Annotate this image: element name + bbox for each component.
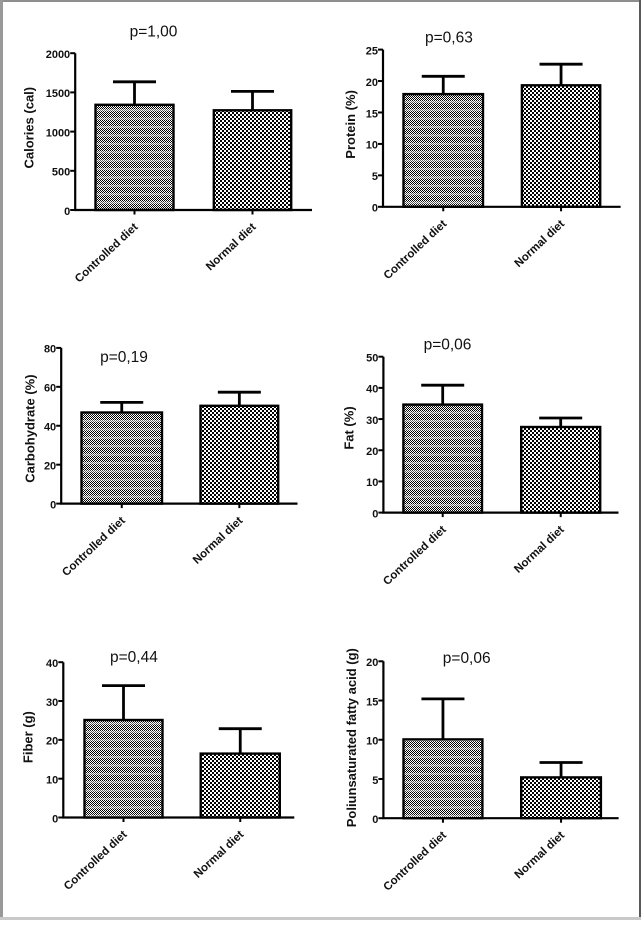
svg-text:10: 10 (366, 140, 378, 152)
svg-text:40: 40 (44, 422, 56, 434)
svg-text:Controlled diet: Controlled diet (381, 524, 449, 588)
svg-text:5: 5 (372, 775, 378, 787)
svg-text:10: 10 (366, 736, 378, 748)
svg-text:p=0,06: p=0,06 (424, 337, 472, 354)
svg-text:1500: 1500 (46, 88, 70, 100)
svg-text:50: 50 (366, 353, 378, 365)
svg-text:0: 0 (52, 813, 58, 825)
svg-text:p=0,63: p=0,63 (425, 30, 473, 47)
svg-text:15: 15 (366, 696, 378, 708)
svg-text:40: 40 (366, 384, 378, 396)
svg-text:Controlled diet: Controlled diet (62, 829, 130, 893)
svg-text:15: 15 (366, 108, 378, 120)
svg-text:p=1,00: p=1,00 (130, 24, 178, 41)
svg-text:p=0,19: p=0,19 (100, 349, 148, 366)
svg-text:Protein (%): Protein (%) (343, 90, 358, 159)
svg-text:Controlled diet: Controlled diet (381, 829, 449, 893)
svg-text:2000: 2000 (46, 49, 70, 61)
svg-text:Carbohydrate (%): Carbohydrate (%) (23, 374, 38, 482)
svg-text:25: 25 (366, 45, 378, 57)
svg-text:0: 0 (64, 206, 70, 218)
svg-text:Normal diet: Normal diet (513, 829, 568, 881)
svg-text:Poliunsaturated fatty acid (g): Poliunsaturated fatty acid (g) (344, 648, 359, 827)
svg-text:20: 20 (366, 77, 378, 89)
svg-text:p=0,44: p=0,44 (110, 649, 158, 666)
svg-text:10: 10 (366, 477, 378, 489)
svg-text:1000: 1000 (46, 127, 70, 139)
svg-text:0: 0 (372, 508, 378, 520)
svg-text:500: 500 (52, 167, 70, 179)
svg-text:Normal diet: Normal diet (191, 515, 246, 567)
svg-text:80: 80 (44, 344, 56, 356)
svg-text:20: 20 (46, 736, 58, 748)
svg-text:Normal diet: Normal diet (204, 221, 259, 273)
svg-text:Controlled diet: Controlled diet (73, 221, 141, 285)
svg-text:30: 30 (46, 697, 58, 709)
svg-text:Fiber (g): Fiber (g) (21, 711, 36, 763)
svg-text:30: 30 (366, 415, 378, 427)
svg-text:5: 5 (372, 171, 378, 183)
svg-text:Calories (cal): Calories (cal) (22, 87, 37, 169)
svg-text:0: 0 (372, 203, 378, 215)
svg-text:Normal diet: Normal diet (192, 829, 247, 881)
svg-text:0: 0 (372, 814, 378, 826)
svg-text:10: 10 (46, 774, 58, 786)
svg-text:60: 60 (44, 383, 56, 395)
svg-text:Normal diet: Normal diet (513, 218, 568, 270)
svg-text:20: 20 (366, 446, 378, 458)
svg-text:20: 20 (44, 460, 56, 472)
svg-text:0: 0 (50, 499, 56, 511)
svg-text:40: 40 (46, 658, 58, 670)
svg-text:Controlled diet: Controlled diet (60, 515, 128, 579)
svg-text:Fat (%): Fat (%) (342, 406, 357, 449)
svg-text:Controlled diet: Controlled diet (382, 218, 450, 282)
svg-text:Normal diet: Normal diet (512, 524, 567, 576)
svg-text:20: 20 (366, 657, 378, 669)
svg-text:p=0,06: p=0,06 (443, 650, 491, 667)
